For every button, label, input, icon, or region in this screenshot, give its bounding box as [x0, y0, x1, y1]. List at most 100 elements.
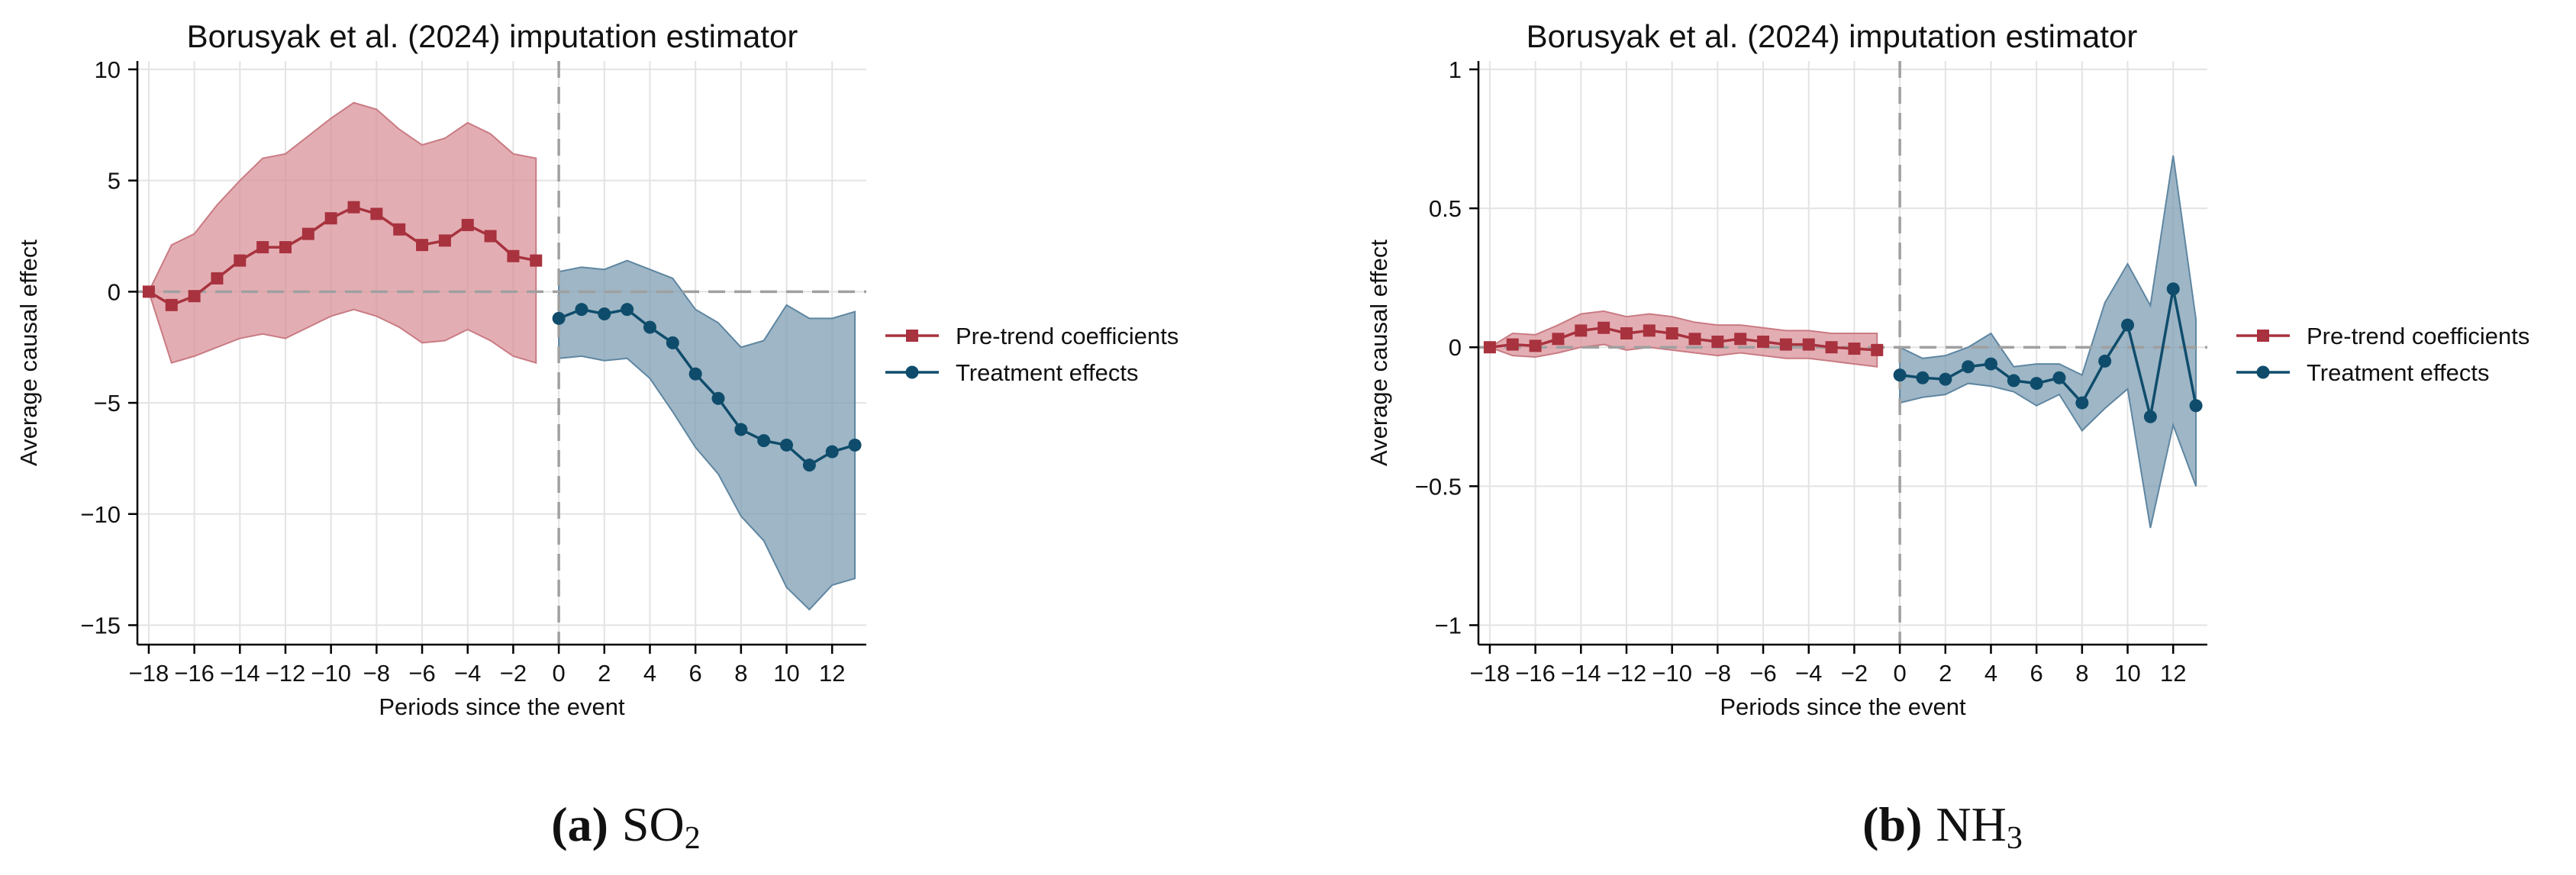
data-point-pre: [1711, 335, 1724, 348]
y-tick-label: −10: [80, 501, 121, 528]
x-axis-title: Periods since the event: [379, 693, 625, 720]
y-tick-label: −5: [94, 390, 121, 417]
data-point-post: [2189, 399, 2203, 413]
data-point-post: [825, 445, 839, 458]
y-tick-label: −15: [80, 613, 121, 639]
y-tick-label: −0.5: [1415, 473, 1462, 500]
data-point-pre: [211, 272, 224, 285]
x-tick-label: −18: [1470, 660, 1510, 687]
data-point-pre: [438, 234, 451, 247]
data-point-post: [2121, 318, 2135, 332]
x-tick-label: 8: [734, 660, 747, 687]
data-point-pre: [1620, 327, 1633, 339]
y-tick-label: 0: [1449, 334, 1462, 361]
chart-title: Borusyak et al. (2024) imputation estima…: [1527, 18, 2138, 54]
x-tick-label: −12: [1607, 660, 1647, 687]
data-point-pre: [256, 241, 269, 254]
caption-subscript: 3: [2007, 821, 2023, 856]
data-point-post: [757, 434, 771, 448]
data-point-pre: [530, 254, 543, 267]
x-tick-label: 4: [643, 660, 656, 687]
chart-b: Borusyak et al. (2024) imputation estima…: [1365, 18, 2529, 856]
x-tick-label: 10: [2114, 660, 2140, 687]
data-point-post: [734, 423, 748, 436]
x-tick-label: 6: [2030, 660, 2043, 687]
x-tick-label: 6: [689, 660, 702, 687]
legend-marker-post: [2256, 365, 2270, 379]
data-point-post: [780, 438, 794, 452]
data-point-pre: [1575, 324, 1588, 337]
data-point-post: [552, 311, 566, 325]
x-tick-label: −6: [1749, 660, 1776, 687]
data-point-post: [1984, 357, 1997, 371]
legend-label-pre: Pre-trend coefficients: [2307, 323, 2529, 349]
data-point-post: [2075, 396, 2089, 410]
data-point-post: [598, 307, 611, 320]
data-point-post: [2030, 377, 2043, 391]
x-tick-label: −4: [1795, 660, 1822, 687]
legend-label-pre: Pre-trend coefficients: [956, 323, 1178, 349]
x-tick-label: 12: [819, 660, 845, 687]
caption-letter: (b): [1862, 797, 1922, 851]
y-axis-title: Average causal effect: [1365, 240, 1392, 466]
data-point-post: [2007, 374, 2020, 388]
data-point-post: [1916, 371, 1930, 384]
x-tick-label: −4: [454, 660, 481, 687]
data-point-pre: [1825, 341, 1838, 354]
data-point-post: [2098, 354, 2112, 368]
data-point-pre: [301, 227, 314, 240]
x-tick-label: 12: [2160, 660, 2186, 687]
x-tick-label: −8: [1704, 660, 1731, 687]
legend-marker-pre: [2257, 330, 2269, 342]
y-axis-title: Average causal effect: [15, 240, 42, 466]
data-point-post: [688, 367, 702, 381]
x-axis-title: Periods since the event: [1720, 693, 1966, 720]
x-tick-label: −2: [500, 660, 527, 687]
caption-species: SO: [622, 797, 685, 851]
data-point-pre: [461, 218, 474, 231]
data-point-post: [575, 303, 588, 317]
legend-label-post: Treatment effects: [956, 359, 1139, 386]
caption-letter: (a): [551, 797, 608, 851]
data-point-pre: [1757, 335, 1770, 348]
x-tick-label: −2: [1841, 660, 1868, 687]
data-point-pre: [1871, 343, 1884, 356]
x-tick-label: 0: [1893, 660, 1906, 687]
confidence-band-post: [1899, 155, 2197, 529]
data-point-pre: [393, 223, 406, 236]
x-tick-label: −10: [1652, 660, 1692, 687]
data-point-pre: [1688, 333, 1701, 346]
data-point-post: [621, 303, 634, 317]
confidence-band-post: [558, 259, 856, 611]
data-point-pre: [347, 201, 360, 214]
data-point-post: [643, 320, 656, 334]
legend: Pre-trend coefficients Treatment effects: [2236, 323, 2529, 386]
data-point-post: [1893, 368, 1907, 382]
x-tick-label: −8: [363, 660, 390, 687]
data-point-post: [2166, 282, 2180, 296]
y-tick-label: 10: [95, 56, 121, 83]
data-point-pre: [370, 207, 383, 220]
x-tick-label: −10: [311, 660, 351, 687]
data-point-post: [2143, 410, 2157, 423]
legend-marker-pre: [906, 330, 918, 342]
x-tick-label: −14: [1561, 660, 1601, 687]
data-point-pre: [1779, 338, 1792, 351]
data-point-pre: [1529, 339, 1542, 352]
chart-title: Borusyak et al. (2024) imputation estima…: [187, 18, 798, 54]
y-tick-label: 0.5: [1429, 195, 1462, 222]
data-point-pre: [1734, 333, 1747, 346]
x-tick-label: 4: [1984, 660, 1997, 687]
caption-species: NH: [1936, 797, 2006, 851]
x-tick-label: −12: [266, 660, 306, 687]
x-tick-label: 10: [773, 660, 799, 687]
data-point-post: [1939, 372, 1952, 386]
data-point-pre: [507, 249, 520, 262]
x-tick-label: 2: [1939, 660, 1952, 687]
data-point-pre: [165, 298, 178, 311]
data-point-post: [711, 391, 725, 405]
x-tick-label: 2: [598, 660, 611, 687]
x-tick-label: −18: [129, 660, 169, 687]
data-point-pre: [416, 239, 429, 252]
